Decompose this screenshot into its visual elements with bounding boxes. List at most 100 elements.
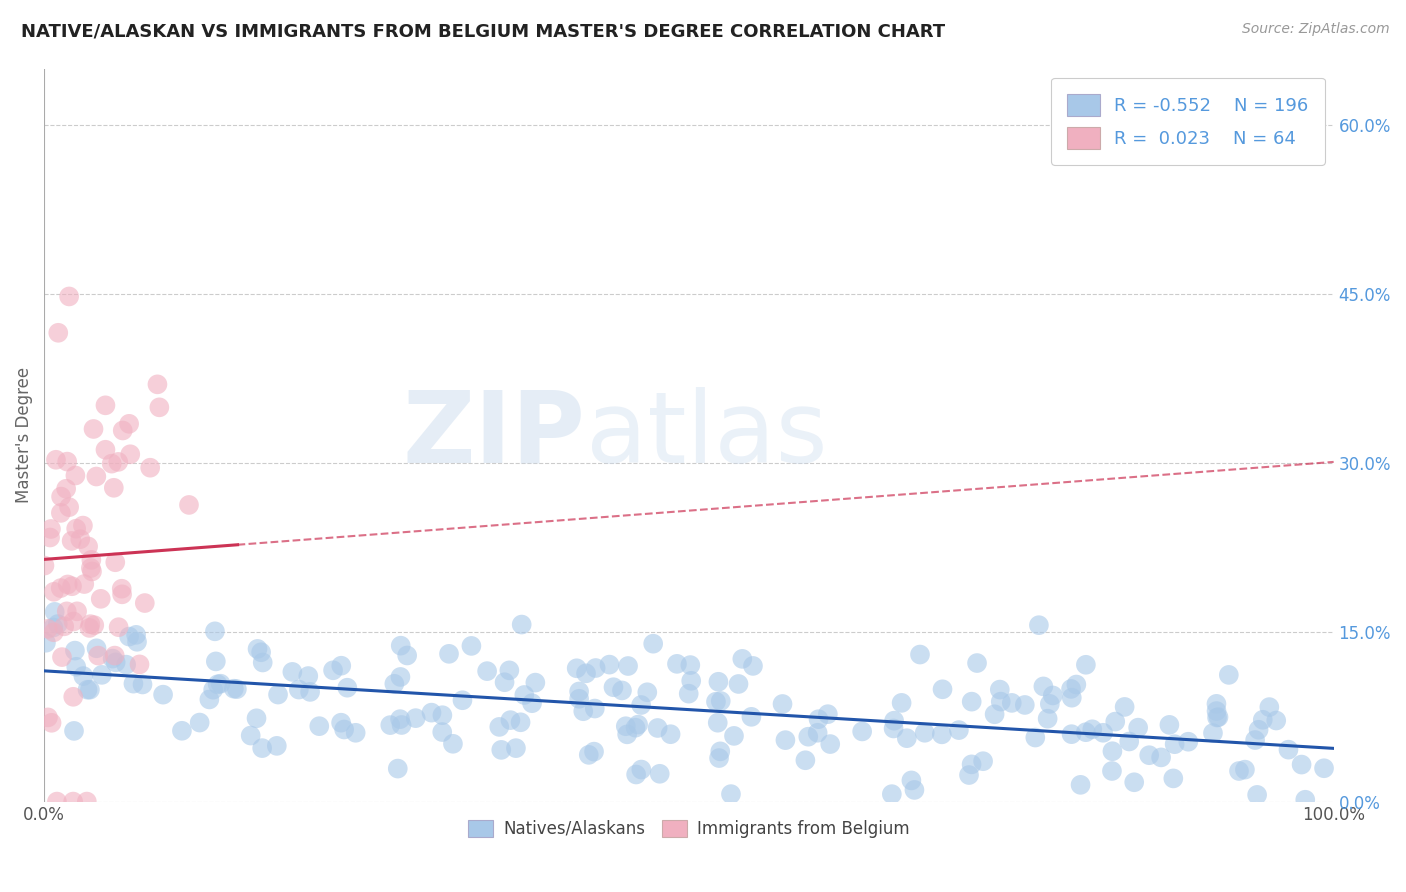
Point [896, 731, 918, 746]
Point [72, 518, 94, 533]
Point [387, 762, 409, 776]
Point [46, 617, 69, 632]
Point [45, 452, 67, 467]
Point [1265, 714, 1288, 728]
Point [34, 558, 56, 573]
Point [58, 289, 80, 303]
Point [79, 682, 101, 697]
Point [128, 657, 150, 672]
Point [80, 561, 103, 575]
Point [598, 657, 620, 672]
Point [56, 577, 79, 591]
Point [51, 650, 73, 665]
Point [288, 682, 311, 697]
Point [648, 766, 671, 780]
Point [568, 684, 591, 698]
Point [818, 737, 841, 751]
Point [1070, 778, 1092, 792]
Point [510, 617, 533, 632]
Point [1258, 700, 1281, 714]
Point [931, 727, 953, 741]
Point [207, 677, 229, 691]
Point [336, 681, 359, 695]
Point [35, 636, 58, 650]
Point [111, 582, 134, 596]
Point [679, 658, 702, 673]
Point [49, 506, 72, 520]
Point [565, 661, 588, 675]
Point [198, 692, 221, 706]
Point [1036, 712, 1059, 726]
Point [740, 710, 762, 724]
Point [1206, 710, 1229, 724]
Point [851, 724, 873, 739]
Point [333, 723, 356, 737]
Point [1251, 713, 1274, 727]
Point [66, 604, 89, 618]
Point [1137, 748, 1160, 763]
Point [817, 707, 839, 722]
Text: ZIP: ZIP [404, 386, 586, 483]
Point [104, 555, 127, 569]
Point [94, 398, 117, 412]
Point [250, 645, 273, 659]
Point [63, 723, 86, 738]
Point [582, 745, 605, 759]
Point [330, 658, 353, 673]
Point [389, 639, 412, 653]
Point [1123, 775, 1146, 789]
Point [900, 773, 922, 788]
Point [380, 718, 402, 732]
Point [420, 706, 443, 720]
Point [1074, 657, 1097, 672]
Point [118, 417, 141, 431]
Point [90, 668, 112, 682]
Point [250, 741, 273, 756]
Point [1060, 690, 1083, 705]
Point [610, 683, 633, 698]
Point [58, 500, 80, 515]
Point [578, 747, 600, 762]
Point [322, 663, 344, 677]
Point [62, 690, 84, 704]
Point [83, 422, 105, 436]
Point [209, 676, 232, 690]
Point [524, 675, 547, 690]
Point [665, 657, 688, 671]
Point [505, 741, 527, 756]
Point [41, 715, 63, 730]
Point [990, 695, 1012, 709]
Point [63, 643, 86, 657]
Point [883, 722, 905, 736]
Point [39, 522, 62, 536]
Point [988, 682, 1011, 697]
Point [931, 682, 953, 697]
Point [148, 401, 170, 415]
Point [72, 669, 94, 683]
Point [1227, 764, 1250, 778]
Point [49, 490, 72, 504]
Point [681, 673, 703, 688]
Point [568, 691, 591, 706]
Point [1313, 761, 1336, 775]
Point [908, 648, 931, 662]
Point [53, 619, 76, 633]
Point [44, 605, 66, 619]
Point [1233, 763, 1256, 777]
Point [76, 682, 98, 697]
Point [267, 688, 290, 702]
Point [65, 659, 87, 673]
Point [1039, 697, 1062, 711]
Point [460, 639, 482, 653]
Point [1150, 750, 1173, 764]
Point [617, 659, 640, 673]
Point [391, 718, 413, 732]
Point [1246, 788, 1268, 802]
Point [1163, 772, 1185, 786]
Point [616, 727, 638, 741]
Point [1205, 704, 1227, 718]
Point [1205, 697, 1227, 711]
Point [1202, 726, 1225, 740]
Point [65, 522, 87, 536]
Point [602, 680, 624, 694]
